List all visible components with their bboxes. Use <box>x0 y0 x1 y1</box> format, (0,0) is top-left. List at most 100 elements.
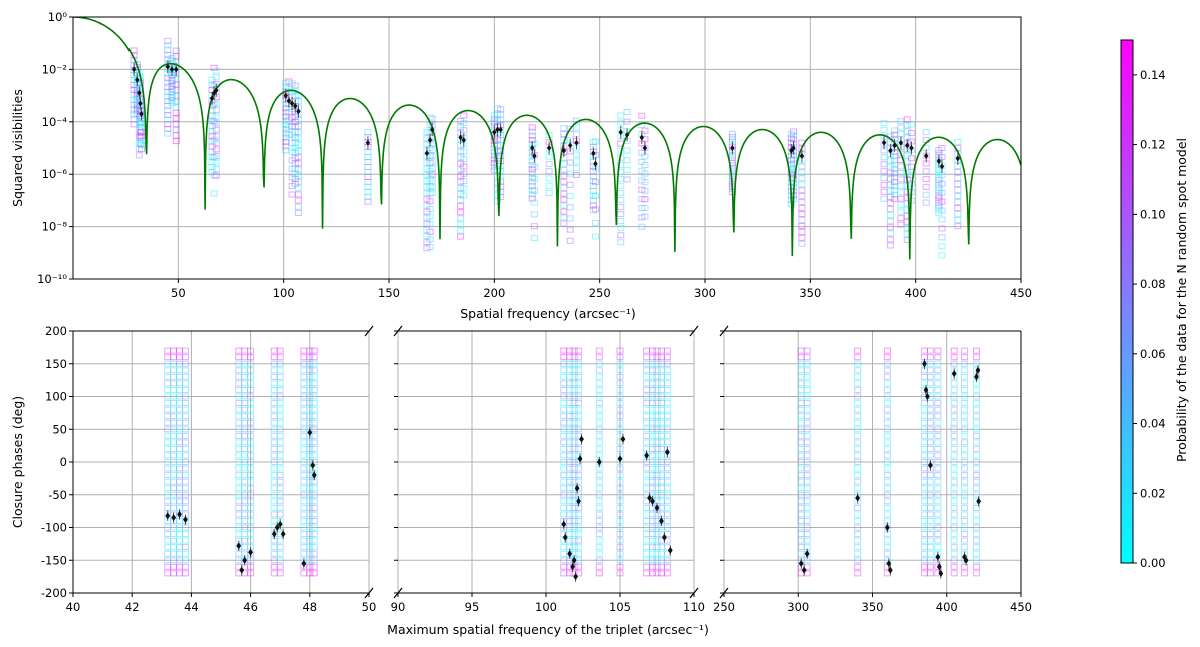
cp-probability-marker <box>300 360 308 367</box>
cp-probability-marker <box>934 367 942 374</box>
cp-probability-marker <box>649 531 657 538</box>
cp-probability-marker <box>276 472 284 479</box>
cp-probability-marker <box>595 354 603 361</box>
colorbar-tick-label: 0.06 <box>1140 347 1166 361</box>
cp-probability-marker <box>649 537 657 544</box>
cp-probability-marker <box>920 544 928 551</box>
cp-probability-marker <box>595 550 603 557</box>
vis-probability-marker <box>641 196 649 203</box>
cp-probability-marker <box>854 465 862 472</box>
cp-probability-marker <box>926 360 934 367</box>
vis-probability-marker <box>886 230 894 237</box>
cp-probability-marker <box>657 380 665 387</box>
cp-probability-marker <box>926 367 934 374</box>
cp-probability-marker <box>176 419 184 426</box>
vis-data-point <box>892 142 897 149</box>
cp-probability-marker <box>176 393 184 400</box>
cp-probability-marker <box>170 380 178 387</box>
cp-probability-marker <box>649 380 657 387</box>
cp-probability-marker <box>306 511 314 518</box>
cp-probability-marker <box>176 347 184 354</box>
cp-probability-marker <box>854 413 862 420</box>
cp-probability-marker <box>181 406 189 413</box>
cp-probability-marker <box>616 426 624 433</box>
cp-probability-marker <box>926 354 934 361</box>
cp-probability-marker <box>276 511 284 518</box>
vis-probability-marker <box>168 77 176 84</box>
cp-probability-marker <box>803 406 811 413</box>
cp-probability-marker <box>797 485 805 492</box>
cp-ytick-label: 0 <box>60 455 67 469</box>
cp-probability-marker <box>235 354 243 361</box>
vis-probability-marker <box>291 181 299 188</box>
vis-probability-marker <box>294 191 302 198</box>
cp-probability-marker <box>797 367 805 374</box>
cp-probability-marker <box>920 347 928 354</box>
cp-probability-marker <box>616 531 624 538</box>
vis-probability-marker <box>897 176 905 183</box>
cp-probability-marker <box>883 511 891 518</box>
cp-probability-marker <box>164 400 172 407</box>
vis-data-point <box>936 158 942 165</box>
vis-probability-marker <box>136 134 144 141</box>
cp-probability-marker <box>247 354 255 361</box>
cp-probability-marker <box>560 550 568 557</box>
cp-data-point <box>561 520 567 528</box>
cp-plot-area <box>560 347 673 582</box>
cp-probability-marker <box>663 426 671 433</box>
cp-probability-marker <box>310 393 318 400</box>
cp-probability-marker <box>616 406 624 413</box>
cp-probability-marker <box>883 452 891 459</box>
cp-probability-marker <box>566 406 574 413</box>
cp-probability-marker <box>643 472 651 479</box>
vis-probability-marker <box>935 206 943 213</box>
vis-probability-marker <box>638 195 646 202</box>
cp-probability-marker <box>310 550 318 557</box>
cp-probability-marker <box>643 419 651 426</box>
vis-probability-marker <box>291 160 299 167</box>
vis-probability-marker <box>285 108 293 115</box>
vis-probability-marker <box>212 113 220 120</box>
cp-probability-marker <box>616 472 624 479</box>
cp-probability-marker <box>961 544 969 551</box>
cp-probability-marker <box>950 557 958 564</box>
vis-probability-marker <box>560 190 568 197</box>
cp-probability-marker <box>649 386 657 393</box>
vis-probability-marker <box>572 171 580 178</box>
cp-probability-marker <box>595 544 603 551</box>
cp-probability-column <box>276 347 284 577</box>
vis-probability-marker <box>787 135 795 142</box>
cp-xtick-label: 105 <box>609 600 631 614</box>
cp-probability-marker <box>247 557 255 564</box>
cp-probability-marker <box>300 367 308 374</box>
vis-probability-marker <box>288 191 296 198</box>
vis-probability-marker <box>291 170 299 177</box>
cp-probability-marker <box>926 570 934 577</box>
cp-data-point <box>571 556 577 564</box>
vis-probability-marker <box>935 147 943 154</box>
vis-probability-column <box>428 115 436 197</box>
vis-probability-marker <box>497 116 505 123</box>
cp-probability-marker <box>657 373 665 380</box>
cp-probability-marker <box>854 367 862 374</box>
cp-probability-marker <box>270 504 278 511</box>
cp-probability-marker <box>235 426 243 433</box>
cp-probability-marker <box>934 347 942 354</box>
cp-probability-marker <box>972 432 980 439</box>
vis-probability-marker <box>886 236 894 243</box>
cp-probability-marker <box>797 386 805 393</box>
vis-probability-marker <box>589 187 597 194</box>
cp-data-point <box>248 548 253 556</box>
vis-probability-marker <box>493 154 501 161</box>
cp-probability-marker <box>926 347 934 354</box>
cp-probability-marker <box>181 563 189 570</box>
cp-data-point <box>963 556 969 564</box>
cp-probability-marker <box>164 557 172 564</box>
cp-probability-marker <box>803 498 811 505</box>
cp-probability-marker <box>803 367 811 374</box>
cp-probability-marker <box>560 459 568 465</box>
cp-probability-marker <box>920 472 928 479</box>
cp-probability-marker <box>276 491 284 498</box>
cp-probability-marker <box>306 445 314 452</box>
cp-probability-marker <box>803 360 811 367</box>
